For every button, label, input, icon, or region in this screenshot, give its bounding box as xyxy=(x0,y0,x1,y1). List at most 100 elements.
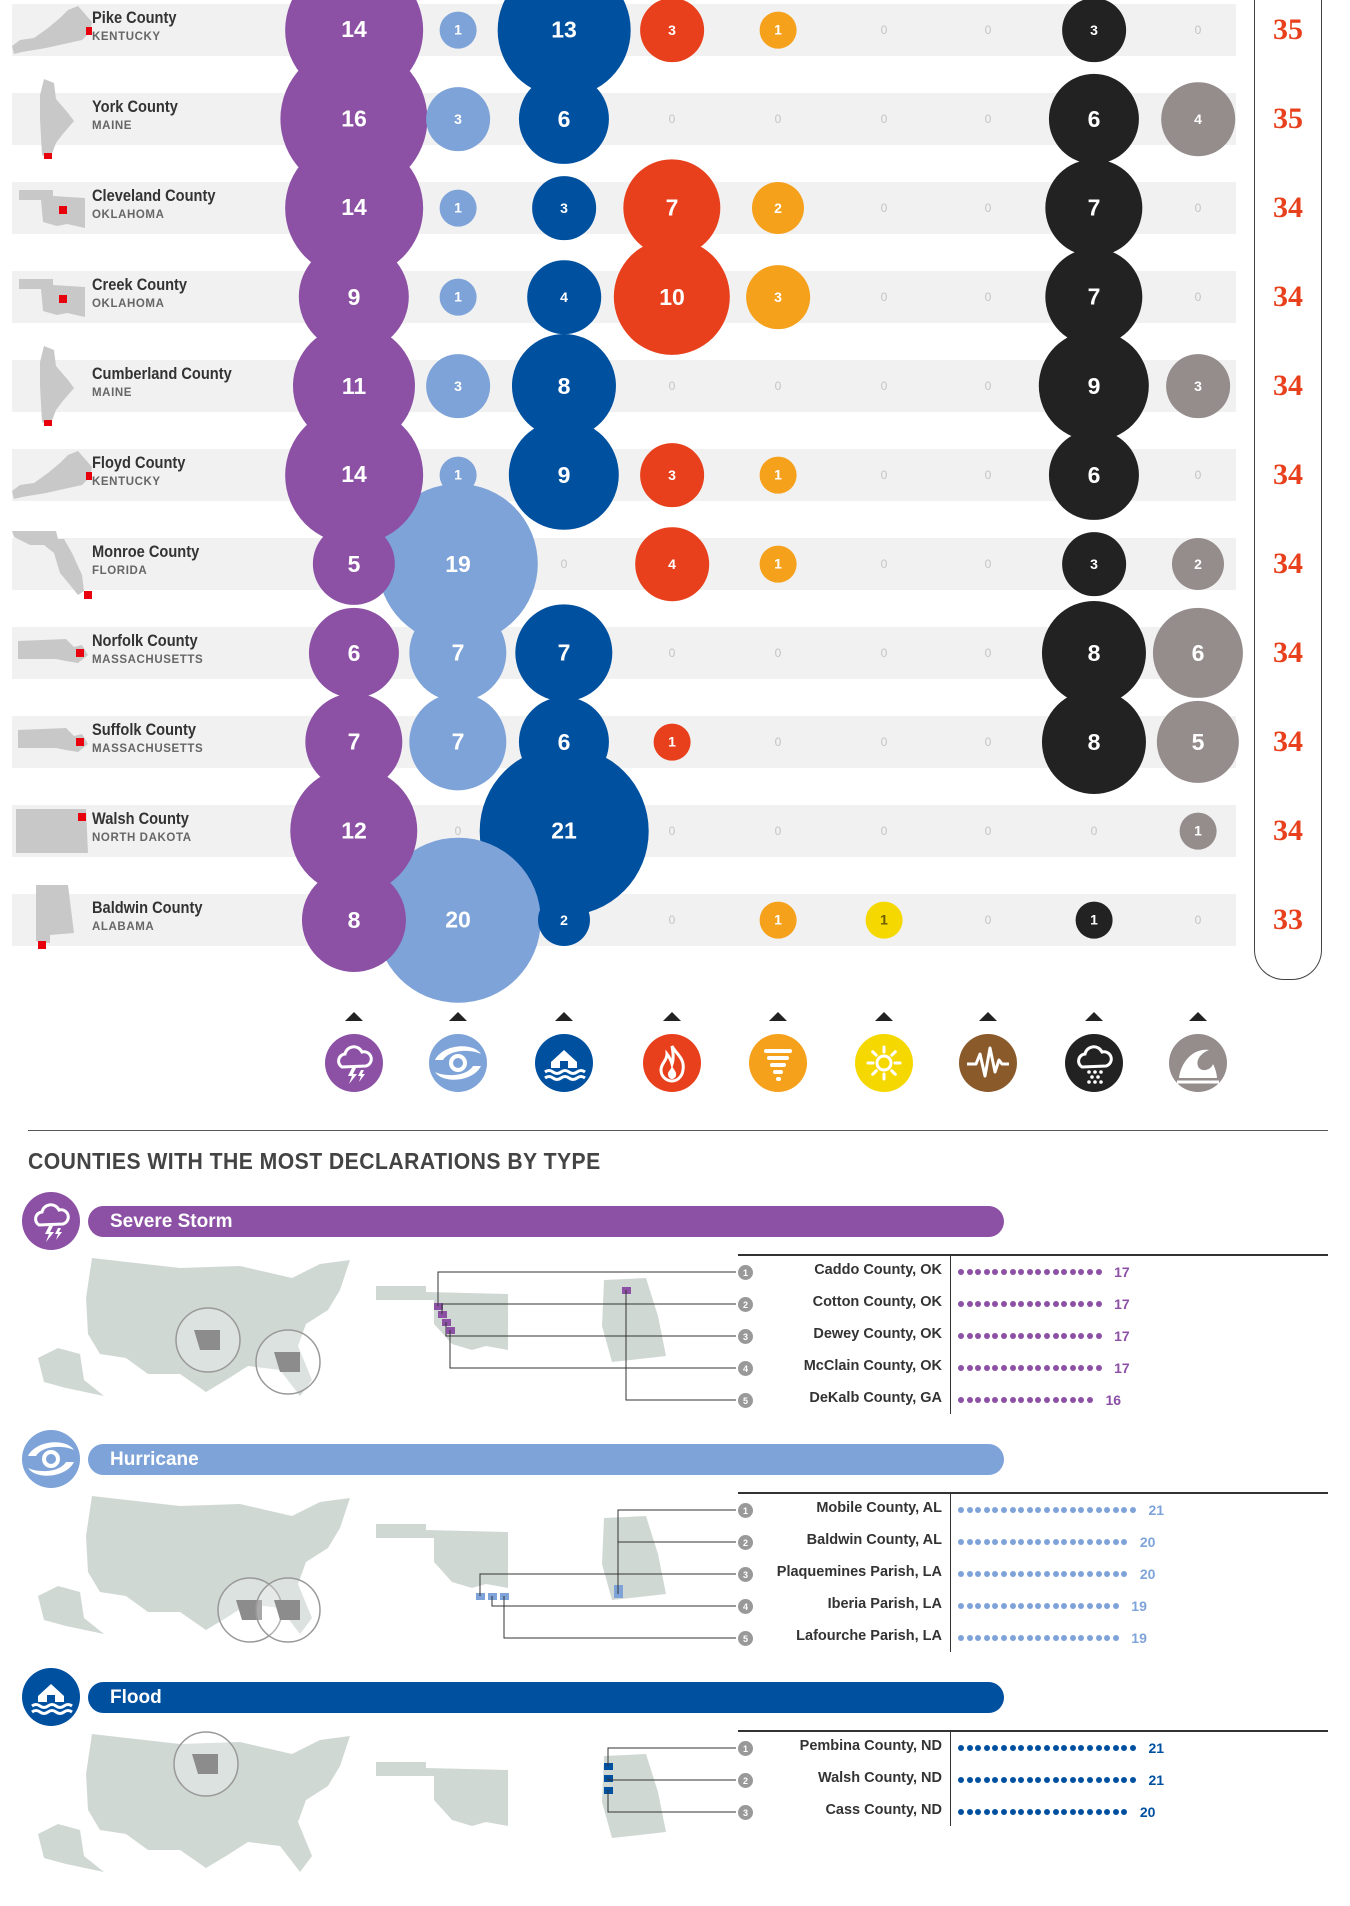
section-label-bar: Hurricane xyxy=(88,1444,1004,1475)
ranking-value: 19 xyxy=(1131,1598,1147,1614)
ranking-dot-bar: 20 xyxy=(958,1534,1155,1550)
ranking-dot xyxy=(1052,1397,1059,1403)
ranking-dot xyxy=(975,1745,982,1751)
severe-storm-icon xyxy=(22,1192,80,1250)
ranking-dot xyxy=(958,1809,964,1815)
zero-value-label: 0 xyxy=(984,201,992,215)
ranking-dot xyxy=(1086,1539,1093,1545)
coastal-bubble: 5 xyxy=(1156,700,1240,784)
ranking-dot xyxy=(1104,1539,1111,1545)
fire-bubble: 10 xyxy=(613,238,731,356)
ranking-dot xyxy=(1086,1571,1093,1577)
ranking-dot xyxy=(1121,1777,1128,1783)
ranking-dot xyxy=(1086,1745,1093,1751)
ranking-dot xyxy=(992,1777,999,1783)
ranking-dot xyxy=(1095,1333,1102,1339)
state-zoom-map xyxy=(376,1726,738,1891)
column-caret xyxy=(1085,1012,1103,1021)
ranking-dot xyxy=(1078,1269,1085,1275)
ranking-dot xyxy=(1000,1777,1007,1783)
ranking-dot xyxy=(1026,1635,1033,1641)
ranking-dot xyxy=(983,1809,990,1815)
ranking-dot xyxy=(1086,1809,1093,1815)
ranking-dot xyxy=(1000,1635,1007,1641)
severe-storm-section: Severe Storm xyxy=(0,1192,1350,1430)
ranking-row: 3 Plaquemines Parish, LA 20 xyxy=(738,1560,1338,1592)
ranking-dot xyxy=(1104,1777,1111,1783)
ranking-dot xyxy=(966,1809,973,1815)
flood-bubble: 4 xyxy=(527,260,601,334)
ranking-axis xyxy=(950,1492,951,1652)
ranking-dot xyxy=(1086,1269,1093,1275)
hurricane-icon xyxy=(22,1430,80,1488)
rank-number: 5 xyxy=(738,1393,753,1408)
hurricane-bubble: 7 xyxy=(409,604,507,702)
winter-bubble: 7 xyxy=(1045,159,1143,257)
coastal-bubble: 2 xyxy=(1171,537,1225,591)
matrix-row-background xyxy=(12,538,1236,590)
ranking-dot xyxy=(1086,1635,1093,1641)
ranking-dot xyxy=(1035,1507,1042,1513)
ranking-dot xyxy=(1112,1539,1119,1545)
zero-value-label: 0 xyxy=(668,824,676,838)
ranking-dot xyxy=(966,1745,973,1751)
ranking-dot xyxy=(1121,1539,1128,1545)
ranking-dot xyxy=(1086,1333,1093,1339)
ranking-dot xyxy=(1121,1507,1128,1513)
ranking-dot xyxy=(1061,1397,1068,1403)
zero-value-label: 0 xyxy=(560,557,568,571)
county-name: Floyd County xyxy=(92,453,186,472)
ranking-dot-bar: 21 xyxy=(958,1502,1164,1518)
rank-number: 2 xyxy=(738,1297,753,1312)
ranking-dot xyxy=(1026,1603,1033,1609)
ranking-dot xyxy=(983,1269,990,1275)
ranking-dot xyxy=(1061,1571,1068,1577)
ranking-dot xyxy=(1026,1269,1033,1275)
us-locator-map xyxy=(30,1726,360,1891)
state-silhouette xyxy=(12,451,92,499)
ranking-dot xyxy=(1052,1745,1059,1751)
ranking-dot xyxy=(1018,1397,1025,1403)
ranking-dot xyxy=(975,1603,982,1609)
zero-value-label: 0 xyxy=(984,913,992,927)
ranking-dot xyxy=(1104,1809,1111,1815)
ranking-county-name: DeKalb County, GA xyxy=(809,1390,942,1406)
flood-bubble: 2 xyxy=(537,893,591,947)
rank-number: 2 xyxy=(738,1773,753,1788)
rank-number: 1 xyxy=(738,1265,753,1280)
ranking-dot xyxy=(1052,1635,1059,1641)
ranking-county-name: Iberia Parish, LA xyxy=(827,1596,942,1612)
ranking-county-name: Walsh County, ND xyxy=(817,1770,942,1786)
state-name: OKLAHOMA xyxy=(92,298,165,310)
zero-value-label: 0 xyxy=(1194,290,1202,304)
ranking-dot xyxy=(1104,1603,1111,1609)
zero-value-label: 0 xyxy=(984,468,992,482)
zero-value-label: 0 xyxy=(774,112,782,126)
county-location-marker xyxy=(76,738,84,746)
ranking-dot xyxy=(1061,1809,1068,1815)
ranking-dot xyxy=(1052,1777,1059,1783)
ranking-dot-bar: 21 xyxy=(958,1740,1164,1756)
ranking-dot xyxy=(983,1777,990,1783)
zero-value-label: 0 xyxy=(668,646,676,660)
hurricane-bubble: 3 xyxy=(426,354,490,418)
ranking-row: 5 DeKalb County, GA 16 xyxy=(738,1386,1338,1418)
ranking-dot xyxy=(992,1333,999,1339)
ranking-dot xyxy=(966,1635,973,1641)
ranking-dot xyxy=(1035,1745,1042,1751)
ranking-dot xyxy=(975,1539,982,1545)
ranking-dot xyxy=(958,1745,964,1751)
column-caret xyxy=(663,1012,681,1021)
zero-value-label: 0 xyxy=(880,23,888,37)
zero-value-label: 0 xyxy=(880,735,888,749)
rank-number: 3 xyxy=(738,1567,753,1582)
ranking-dot xyxy=(1035,1269,1042,1275)
zero-value-label: 0 xyxy=(984,112,992,126)
ranking-dot xyxy=(966,1269,973,1275)
ranking-dot xyxy=(1043,1809,1050,1815)
ranking-dot xyxy=(1026,1301,1033,1307)
ranking-dot xyxy=(1112,1809,1119,1815)
severe-storm-bubble: 8 xyxy=(301,867,407,973)
ranking-dot xyxy=(1104,1571,1111,1577)
ranking-dot xyxy=(992,1507,999,1513)
